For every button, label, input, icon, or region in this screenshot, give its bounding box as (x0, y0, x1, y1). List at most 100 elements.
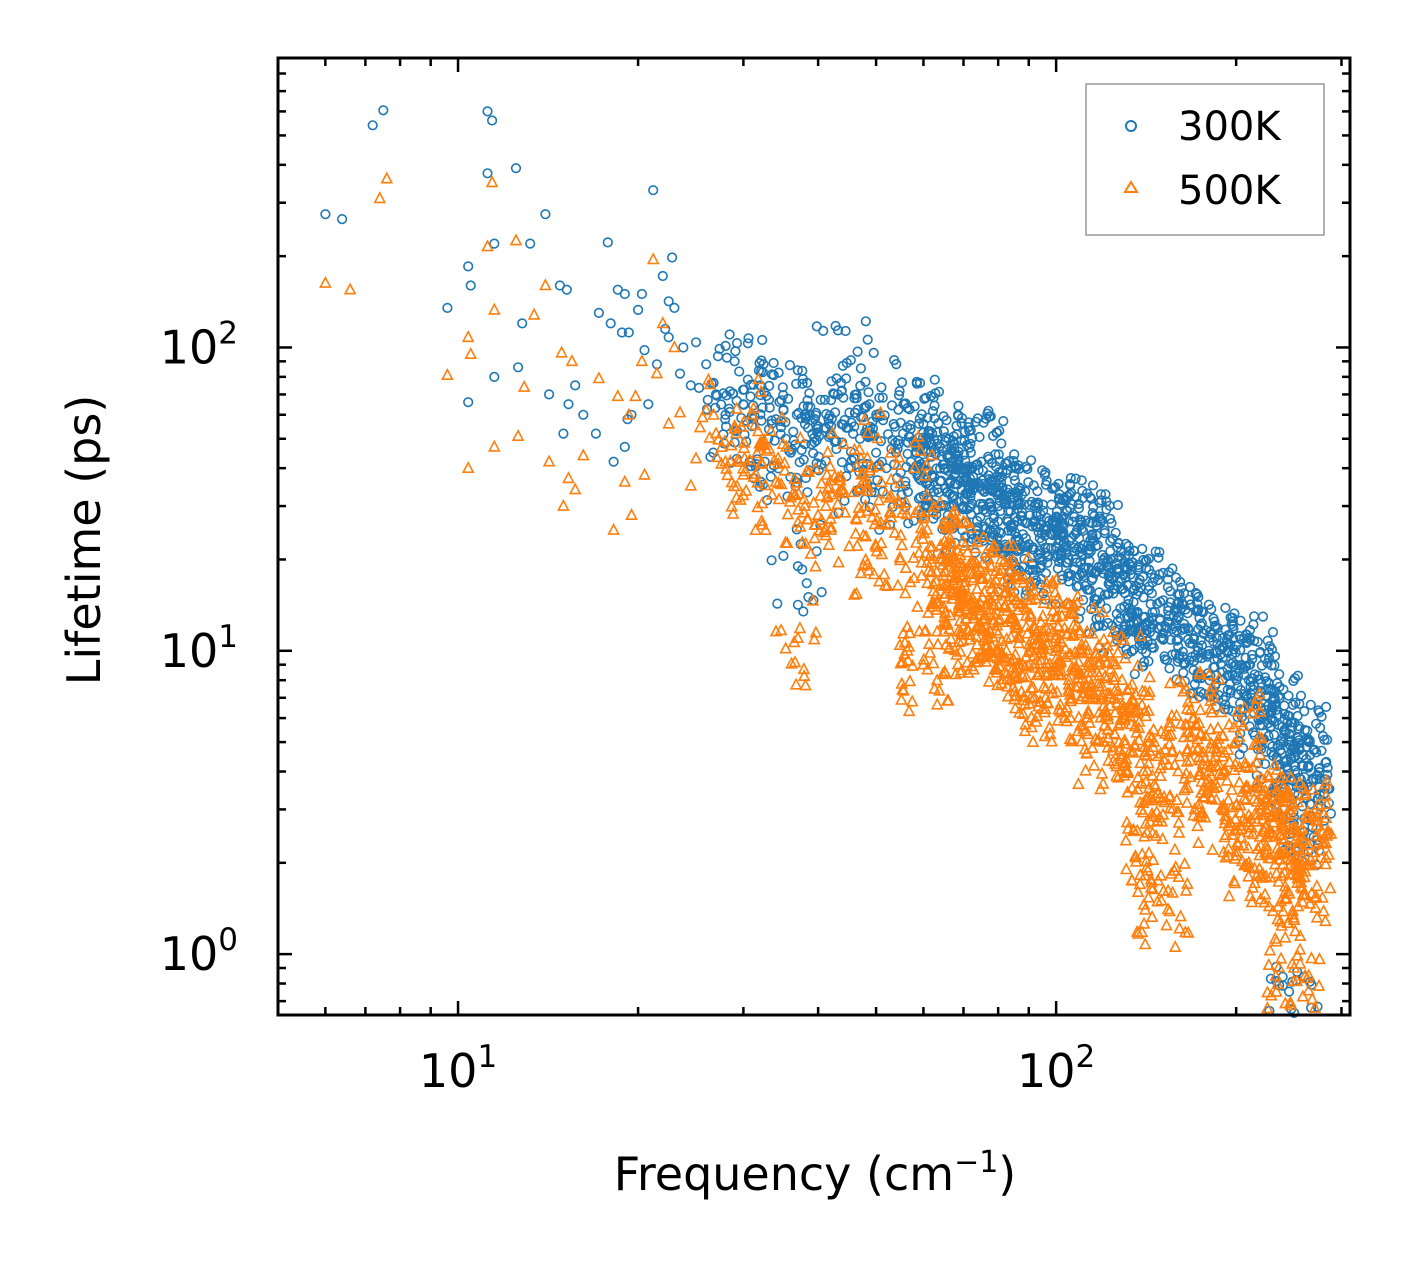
data-point-300k-112-7 (1270, 704, 1282, 716)
data-point-300k-96-34 (1071, 525, 1082, 536)
data-point-300k-107-29 (1267, 626, 1279, 638)
data-point-500k-84-4 (1165, 743, 1179, 756)
data-point-500k-81-19 (1149, 828, 1163, 841)
data-point-500k-83-25 (1181, 742, 1194, 755)
data-point-500k-60-28 (923, 645, 937, 658)
data-point-500k-87-8 (1249, 698, 1262, 711)
data-point-300k-88-36 (988, 519, 1000, 530)
data-point-500k-2 (373, 191, 387, 204)
data-point-500k-75-19 (1096, 605, 1110, 618)
data-point-500k-65-34 (939, 520, 953, 533)
data-point-500k-76-35 (1065, 733, 1079, 746)
data-point-500k-90-14 (1253, 868, 1267, 882)
data-point-500k-59-7 (890, 457, 904, 471)
data-point-500k-83-18 (1146, 768, 1159, 781)
data-point-500k-93-4 (1286, 907, 1300, 920)
data-point-500k-88-39 (1228, 876, 1242, 889)
data-point-500k-47-4 (751, 475, 764, 488)
data-point-500k-51 (811, 507, 825, 521)
data-point-500k-80-38 (1121, 766, 1134, 779)
data-point-500k-90-11 (1242, 818, 1256, 831)
data-point-300k-97-36 (1083, 584, 1095, 595)
data-point-300k-107-22 (1263, 647, 1274, 658)
data-point-500k-60-31 (928, 681, 941, 694)
data-point-300k-99-18 (1108, 588, 1119, 599)
data-point-300k-90-34 (1017, 516, 1028, 527)
data-point-300k-47 (669, 302, 680, 314)
data-point-300k-67-14 (798, 454, 809, 465)
data-point-300k-8 (482, 106, 493, 117)
data-point-300k-106-11 (1211, 632, 1222, 644)
data-point-500k-67-24 (970, 619, 984, 633)
data-point-500k-92-23 (1293, 928, 1307, 942)
data-point-300k-73-4 (851, 393, 862, 404)
data-point-300k-106-28 (1208, 654, 1220, 665)
data-point-300k-37 (632, 304, 644, 316)
data-point-500k-80-36 (1128, 739, 1142, 752)
data-point-500k-56-6 (892, 496, 905, 509)
data-point-500k-93-25 (1281, 916, 1295, 929)
data-point-300k-112-4 (1311, 747, 1322, 758)
data-point-500k-72-19 (1017, 693, 1031, 706)
data-point-500k-92-32 (1273, 914, 1287, 927)
data-point-500k-87-32 (1210, 758, 1223, 771)
data-point-500k-47 (769, 474, 783, 487)
data-point-300k-48 (663, 332, 674, 343)
data-point-500k-49-14 (807, 632, 821, 645)
data-point-500k-49-8 (789, 677, 803, 690)
data-point-500k-82-34 (1178, 856, 1191, 869)
data-point-500k-72-9 (1015, 684, 1028, 697)
data-point-300k-99-28 (1153, 552, 1164, 563)
data-point-300k-103-39 (1165, 634, 1176, 645)
data-point-500k-39 (684, 478, 698, 491)
data-point-500k-85-29 (1190, 717, 1203, 731)
data-point-500k-72-23 (1030, 709, 1044, 722)
data-point-300k-86-16 (996, 438, 1007, 449)
data-point-300k-73-14 (876, 382, 887, 393)
data-point-300k-103-36 (1190, 587, 1201, 599)
data-point-300k-109-38 (1266, 660, 1277, 671)
data-point-300k-112-23 (1282, 710, 1293, 721)
data-point-300k-78 (909, 401, 920, 412)
data-point-500k-84-25 (1179, 681, 1193, 694)
data-point-300k-91-1 (1014, 498, 1026, 510)
data-point-300k-94-30 (1050, 512, 1061, 523)
data-point-500k-78-34 (1108, 634, 1121, 647)
data-point-500k-80-33 (1142, 756, 1155, 769)
plot-area-frame (276, 56, 1352, 1017)
data-point-500k-91-40 (1259, 847, 1273, 860)
data-point-500k-67-23 (994, 552, 1008, 565)
data-point-300k-76-14 (875, 436, 887, 447)
data-point-500k-95-27 (1282, 886, 1296, 899)
data-point-300k-103-29 (1184, 655, 1195, 666)
data-point-300k-94-26 (1087, 480, 1099, 491)
data-point-500k-85-39 (1211, 720, 1225, 734)
data-point-300k-9 (487, 115, 498, 126)
data-point-500k-74-6 (1051, 713, 1065, 726)
data-point-300k-85-13 (950, 464, 962, 475)
data-point-300k-107-32 (1262, 635, 1273, 646)
data-point-300k-95-7 (1088, 501, 1099, 512)
data-point-500k-78-24 (1106, 654, 1120, 667)
data-point-300k-95-38 (1095, 513, 1106, 524)
data-point-300k-112-38 (1299, 706, 1310, 717)
data-point-500k-58-3 (867, 567, 881, 580)
data-point-500k-49-5 (793, 621, 807, 634)
data-point-300k-68-9 (809, 437, 820, 448)
data-point-500k-74-2 (1080, 624, 1094, 637)
data-point-500k-50-4 (771, 456, 785, 469)
data-point-500k-66-16 (951, 657, 965, 670)
data-point-500k-65-29 (954, 570, 968, 583)
data-point-500k-84-21 (1186, 711, 1200, 724)
data-point-500k-85-16 (1178, 781, 1192, 794)
data-point-300k-56-12 (724, 329, 735, 340)
data-point-500k-74-33 (1043, 720, 1056, 733)
data-point-300k-64-8 (792, 599, 804, 610)
data-point-500k-87-40 (1253, 747, 1267, 760)
data-point-300k-69-13 (832, 325, 844, 336)
legend: 300K 500K (1085, 83, 1325, 236)
data-point-300k-55-6 (720, 421, 732, 432)
data-point-500k-66-9 (961, 622, 975, 635)
data-point-500k-83-2 (1166, 801, 1180, 814)
data-point-300k-101-18 (1131, 615, 1142, 626)
